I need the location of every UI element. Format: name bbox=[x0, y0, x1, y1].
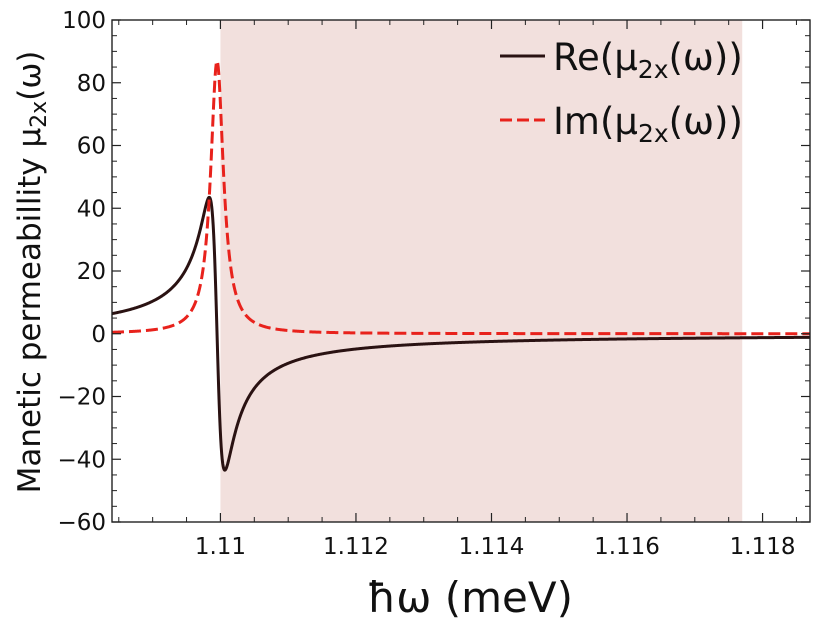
y-tick-label: −20 bbox=[57, 385, 106, 411]
y-axis-title-main: Manetic permeabillity μ bbox=[12, 128, 48, 494]
x-tick-label: 1.116 bbox=[594, 534, 660, 560]
y-tick-label: −40 bbox=[57, 447, 106, 473]
series-line-re bbox=[111, 195, 811, 472]
y-tick-label: 0 bbox=[91, 322, 106, 348]
x-tick-label: 1.112 bbox=[323, 534, 389, 560]
legend-label-re-main: Re(μ bbox=[553, 36, 638, 79]
y-ticks: −60 −40 −20 0 20 40 60 80 100 bbox=[57, 8, 810, 536]
legend-label-im-sub: 2x bbox=[638, 119, 669, 148]
legend-label-im-tail: (ω)) bbox=[669, 100, 743, 143]
y-axis-title: Manetic permeabillity μ2x(ω) bbox=[12, 51, 52, 494]
y-tick-label: 20 bbox=[77, 259, 106, 285]
x-axis-title: ħω (meV) bbox=[367, 573, 573, 622]
legend-label-im: Im(μ2x(ω)) bbox=[553, 100, 743, 148]
series-line-im bbox=[111, 59, 811, 336]
legend-label-re-sub: 2x bbox=[638, 55, 669, 84]
y-tick-label: 100 bbox=[62, 8, 106, 34]
series-group bbox=[111, 59, 811, 472]
x-tick-label: 1.11 bbox=[195, 534, 246, 560]
legend-label-im-main: Im(μ bbox=[553, 100, 638, 143]
legend-label-re-tail: (ω)) bbox=[669, 36, 743, 79]
legend-item-im: Im(μ2x(ω)) bbox=[500, 100, 743, 148]
y-tick-label: 80 bbox=[77, 71, 106, 97]
shaded-region bbox=[220, 20, 743, 522]
y-tick-label: 40 bbox=[77, 196, 106, 222]
x-tick-label: 1.114 bbox=[459, 534, 525, 560]
x-tick-label: 1.118 bbox=[730, 534, 796, 560]
x-ticks: 1.11 1.112 1.114 1.116 1.118 bbox=[118, 20, 797, 560]
legend: Re(μ2x(ω)) Im(μ2x(ω)) bbox=[500, 36, 743, 148]
legend-item-re: Re(μ2x(ω)) bbox=[500, 36, 743, 84]
y-axis-title-tail: (ω) bbox=[12, 51, 48, 101]
y-tick-label: 60 bbox=[77, 134, 106, 160]
y-axis-title-sub: 2x bbox=[27, 101, 52, 128]
y-tick-label: −60 bbox=[57, 510, 106, 536]
legend-label-re: Re(μ2x(ω)) bbox=[553, 36, 743, 84]
